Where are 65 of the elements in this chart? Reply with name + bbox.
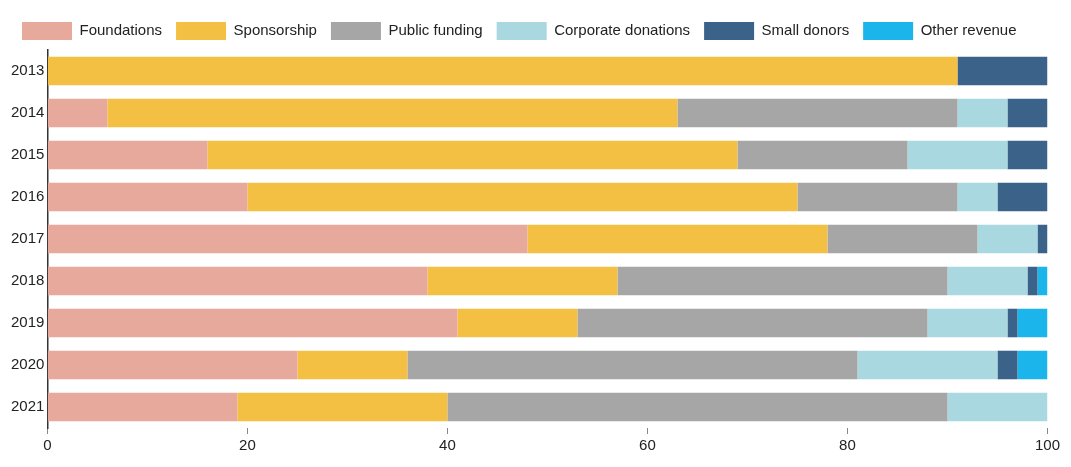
bar bbox=[107, 98, 678, 128]
bar bbox=[457, 308, 578, 338]
x-tick-label: 100 bbox=[1034, 436, 1060, 454]
y-tick-label: 2017 bbox=[10, 229, 45, 247]
legend-label: Other revenue bbox=[920, 21, 1017, 39]
y-tick-label: 2020 bbox=[10, 355, 45, 373]
bar bbox=[737, 140, 908, 170]
bar bbox=[827, 224, 978, 254]
bar bbox=[957, 56, 1048, 86]
bar bbox=[997, 182, 1048, 212]
bar bbox=[1007, 98, 1048, 128]
bar bbox=[297, 350, 408, 380]
bar bbox=[237, 392, 448, 422]
bar bbox=[1037, 224, 1048, 254]
bar bbox=[447, 392, 948, 422]
bar bbox=[1017, 308, 1048, 338]
bar bbox=[47, 182, 248, 212]
bar bbox=[927, 308, 1008, 338]
bar bbox=[527, 224, 828, 254]
bar bbox=[947, 266, 1028, 296]
legend-label: Foundations bbox=[79, 21, 163, 39]
x-tick-label: 0 bbox=[43, 436, 52, 454]
bar bbox=[1007, 140, 1048, 170]
bar bbox=[957, 98, 1008, 128]
y-tick-label: 2021 bbox=[10, 397, 45, 415]
y-tick-label: 2013 bbox=[10, 61, 45, 79]
bar bbox=[47, 308, 458, 338]
bar bbox=[47, 266, 428, 296]
x-tick-label: 80 bbox=[839, 436, 856, 454]
bar bbox=[957, 182, 998, 212]
bar bbox=[677, 98, 958, 128]
bar bbox=[407, 350, 858, 380]
bar bbox=[797, 182, 958, 212]
bar bbox=[1017, 350, 1048, 380]
bar bbox=[47, 98, 108, 128]
bar bbox=[47, 56, 958, 86]
legend-label: Small donors bbox=[761, 21, 850, 39]
bar bbox=[857, 350, 998, 380]
y-tick-label: 2015 bbox=[10, 145, 45, 163]
x-tick-label: 60 bbox=[639, 436, 656, 454]
x-tick-label: 40 bbox=[439, 436, 456, 454]
bar bbox=[1027, 266, 1038, 296]
bar bbox=[947, 392, 1048, 422]
bar bbox=[997, 350, 1018, 380]
y-tick-label: 2018 bbox=[10, 271, 45, 289]
y-tick-label: 2014 bbox=[10, 103, 45, 121]
bar bbox=[577, 308, 928, 338]
bar bbox=[207, 140, 738, 170]
bar bbox=[427, 266, 618, 296]
bar bbox=[47, 350, 298, 380]
y-tick-label: 2016 bbox=[10, 187, 45, 205]
bar bbox=[1007, 308, 1018, 338]
legend-label: Corporate donations bbox=[554, 21, 691, 39]
bar bbox=[977, 224, 1038, 254]
bar bbox=[47, 224, 528, 254]
bar bbox=[247, 182, 798, 212]
x-tick-label: 20 bbox=[239, 436, 256, 454]
bar bbox=[1037, 266, 1048, 296]
legend-label: Public funding bbox=[388, 21, 483, 39]
bar bbox=[907, 140, 1008, 170]
bar bbox=[47, 140, 208, 170]
y-tick-label: 2019 bbox=[10, 313, 45, 331]
legend-label: Sponsorship bbox=[233, 21, 317, 39]
bar bbox=[47, 392, 238, 422]
bar bbox=[617, 266, 948, 296]
